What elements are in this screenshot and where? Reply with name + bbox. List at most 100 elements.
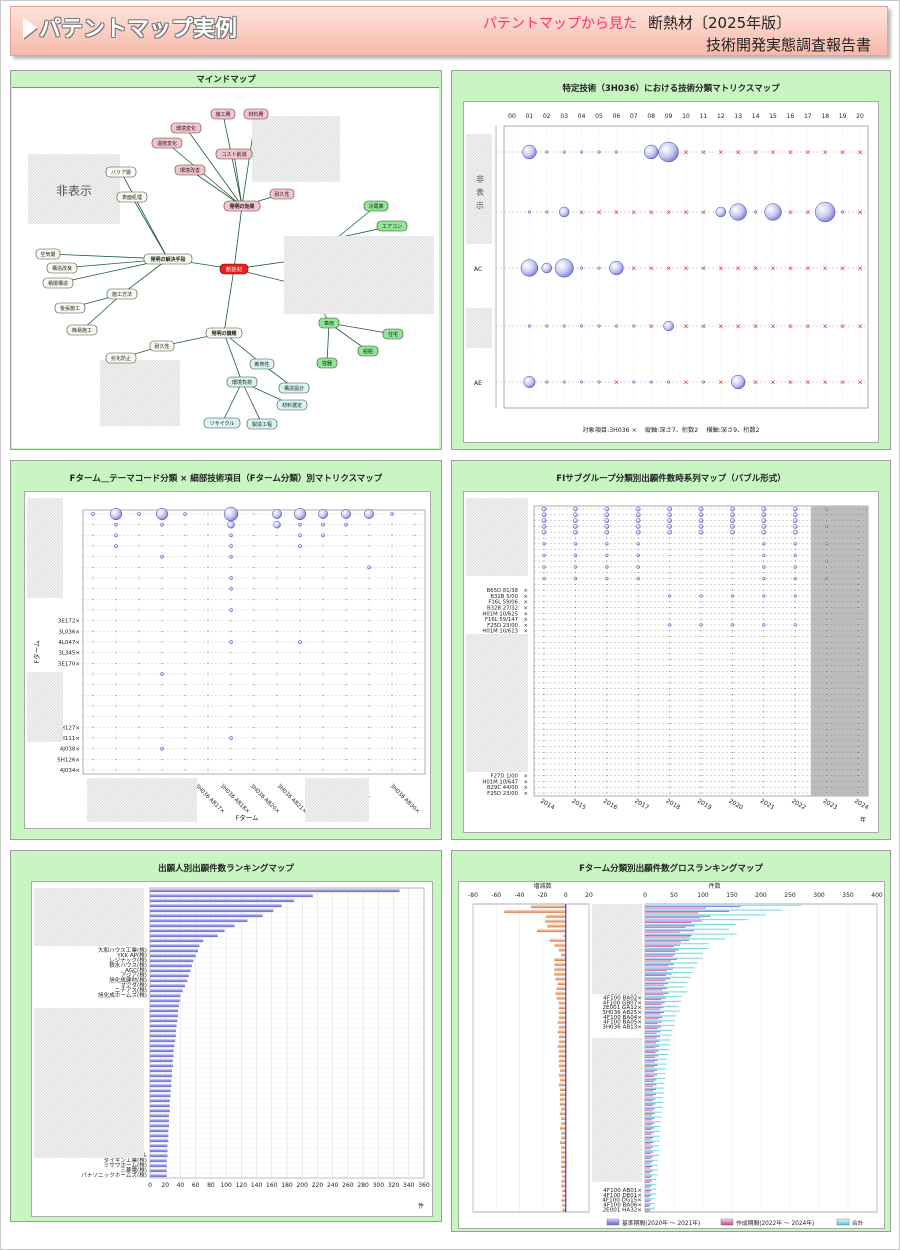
bubble bbox=[573, 529, 578, 535]
x-tick-label: 3H036 AB20× bbox=[249, 783, 281, 815]
dot bbox=[230, 748, 232, 750]
header-banner: パテントマップ実例 パテントマップから見た 断熱材〔2025年版〕 技術開発実態… bbox=[10, 6, 888, 56]
dot bbox=[276, 588, 278, 590]
bubble bbox=[574, 717, 576, 719]
dot bbox=[138, 609, 140, 611]
bubble bbox=[857, 630, 859, 632]
bubble bbox=[637, 763, 639, 765]
bar bbox=[150, 993, 181, 998]
bubble bbox=[763, 746, 765, 748]
bubble bbox=[573, 512, 578, 518]
tech-matrix-panel: 特定技術（3H036）における技術分類マトリクスマップ 00 01 02 03 04 05… bbox=[451, 70, 891, 450]
dot bbox=[184, 534, 186, 536]
dot bbox=[92, 588, 94, 590]
bubble bbox=[637, 676, 639, 678]
create-period-bar bbox=[645, 960, 672, 962]
create-period-bar bbox=[645, 1186, 650, 1188]
bubble bbox=[826, 653, 828, 655]
bubble bbox=[857, 780, 859, 782]
base-period-bar bbox=[645, 1045, 660, 1047]
change-bar bbox=[560, 1068, 566, 1072]
dot bbox=[115, 726, 117, 728]
x-tick-label: 2021 bbox=[759, 798, 776, 812]
bar bbox=[150, 988, 183, 993]
bubble bbox=[730, 506, 735, 512]
bar bbox=[150, 983, 186, 988]
dot bbox=[230, 684, 232, 686]
bubble bbox=[562, 324, 566, 328]
total-bar bbox=[645, 1164, 658, 1166]
total-bar bbox=[645, 918, 749, 921]
bubble bbox=[636, 542, 640, 546]
zero-mark: × bbox=[805, 209, 811, 217]
bubble bbox=[794, 670, 796, 672]
bubble bbox=[545, 324, 549, 328]
bubble bbox=[700, 775, 702, 777]
bubble bbox=[637, 653, 639, 655]
bubble bbox=[763, 757, 765, 759]
bubble bbox=[731, 705, 733, 707]
bubble bbox=[763, 682, 765, 684]
bubble bbox=[635, 512, 641, 518]
bar bbox=[150, 1128, 169, 1133]
bubble bbox=[637, 728, 639, 730]
bubble bbox=[637, 775, 639, 777]
change-bar bbox=[554, 967, 566, 971]
bubble bbox=[794, 647, 796, 649]
total-bar bbox=[645, 1101, 663, 1103]
bubble bbox=[731, 578, 733, 580]
zero-mark: × bbox=[787, 379, 793, 387]
bubble bbox=[857, 572, 859, 574]
bubble bbox=[763, 560, 765, 562]
change-bar bbox=[561, 1179, 566, 1183]
bubble bbox=[669, 740, 671, 742]
mindmap-node bbox=[226, 376, 258, 388]
bubble bbox=[731, 537, 733, 539]
bubble bbox=[637, 659, 639, 661]
bubble bbox=[826, 699, 828, 701]
y-tick-label: 3H036 AB25× bbox=[602, 1010, 642, 1016]
total-bar bbox=[645, 1111, 662, 1113]
bubble bbox=[857, 786, 859, 788]
bubble bbox=[574, 682, 576, 684]
y-tick-label: 2E001 GA12× bbox=[602, 1005, 642, 1011]
bar bbox=[150, 1033, 176, 1038]
change-bar bbox=[557, 1044, 566, 1048]
create-period-bar bbox=[645, 1147, 651, 1150]
total-bar bbox=[645, 1207, 655, 1209]
hidden-area bbox=[87, 778, 197, 822]
dot bbox=[138, 620, 140, 622]
bubble bbox=[155, 507, 169, 521]
bar bbox=[150, 903, 282, 908]
fterm-matrix-title: Fターム＿テーマコード分類 × 細部技術項目（Fターム分類）別マトリクスマップ bbox=[69, 474, 383, 484]
dot bbox=[230, 620, 232, 622]
zero-mark: × bbox=[787, 149, 793, 157]
dot bbox=[368, 630, 370, 632]
bubble bbox=[637, 572, 639, 574]
dot bbox=[207, 641, 209, 643]
base-period-bar bbox=[645, 1078, 657, 1081]
bubble bbox=[826, 757, 828, 759]
bubble bbox=[321, 522, 325, 527]
bubble bbox=[700, 618, 702, 620]
create-period-bar bbox=[645, 1123, 652, 1126]
bar bbox=[150, 943, 200, 948]
mindmap-node-label: 材料選定 bbox=[282, 402, 302, 409]
dot bbox=[184, 630, 186, 632]
bubble bbox=[826, 531, 828, 533]
total-bar bbox=[645, 1188, 657, 1190]
tech-matrix-title: 特定技術（3H036）における技術分類マトリクスマップ bbox=[562, 84, 780, 94]
create-period-bar bbox=[645, 1138, 652, 1140]
dot bbox=[322, 545, 324, 547]
bubble bbox=[543, 775, 545, 777]
create-period-bar bbox=[645, 1013, 661, 1015]
dot bbox=[368, 684, 370, 686]
bubble bbox=[543, 624, 545, 626]
dot bbox=[414, 609, 416, 611]
zero-mark: × bbox=[524, 594, 528, 600]
dot bbox=[299, 748, 301, 750]
bubble bbox=[574, 589, 576, 591]
base-period-bar bbox=[645, 944, 680, 946]
bubble bbox=[606, 722, 608, 724]
bubble bbox=[574, 688, 576, 690]
